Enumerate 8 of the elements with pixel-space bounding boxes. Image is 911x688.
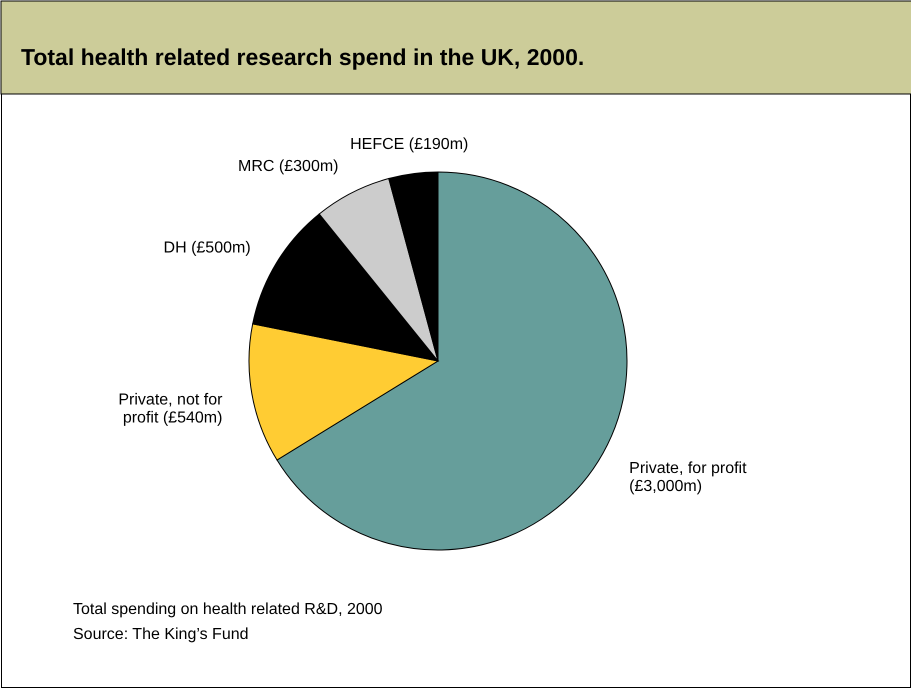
slice-label: HEFCE (£190m) xyxy=(350,136,468,153)
slice-label: MRC (£300m) xyxy=(238,158,339,175)
source-note: Source: The King’s Fund xyxy=(73,626,249,643)
slice-label: Private, not for profit (£540m) xyxy=(118,392,224,427)
text: Total spending on health related R&D, 2000 xyxy=(73,601,383,618)
slice-label: DH (£500m) xyxy=(164,240,251,257)
slice-label: Private, for profit (£3,000m) xyxy=(629,460,748,495)
chart-title: Total health related research spend in the UK, 2000. xyxy=(21,44,584,70)
